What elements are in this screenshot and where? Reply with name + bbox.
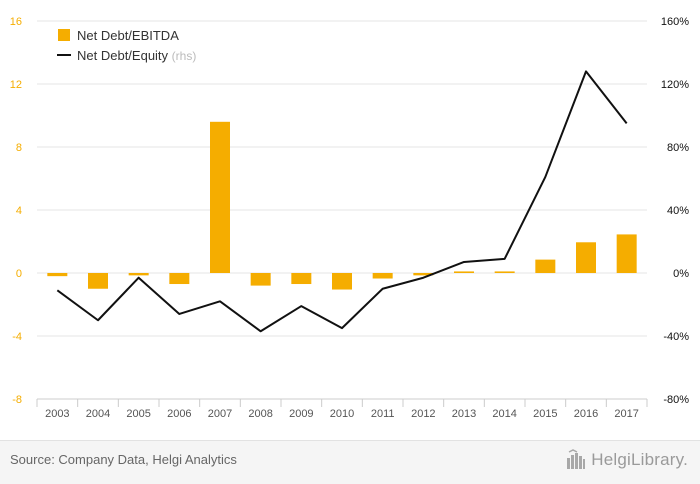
legend-swatch-bar bbox=[58, 29, 70, 41]
legend-rhs-suffix: (rhs) bbox=[172, 49, 197, 63]
line-series bbox=[57, 71, 626, 331]
bar-net-debt-ebitda bbox=[47, 273, 67, 276]
bar-net-debt-ebitda bbox=[373, 273, 393, 279]
brand-logo: HelgiLibrary. bbox=[565, 449, 688, 471]
x-tick-label: 2010 bbox=[330, 408, 354, 420]
axes: -8 -4 0 4 8 12 16 -80% -40% 0% 40% 80% 120% 160% 2003 2… bbox=[10, 16, 689, 420]
legend-label-bar: Net Debt/EBITDA bbox=[77, 28, 179, 43]
bar-net-debt-ebitda bbox=[210, 122, 230, 273]
library-icon bbox=[565, 449, 587, 471]
source-text: Source: Company Data, Helgi Analytics bbox=[10, 452, 237, 467]
bar-net-debt-ebitda bbox=[88, 273, 108, 289]
legend: Net Debt/EBITDA Net Debt/Equity (rhs) bbox=[57, 28, 196, 63]
bar-net-debt-ebitda bbox=[251, 273, 271, 286]
left-tick-label: 8 bbox=[16, 142, 22, 154]
right-tick-label: -80% bbox=[663, 394, 689, 406]
right-tick-label: 80% bbox=[667, 142, 689, 154]
x-tick-label: 2007 bbox=[208, 408, 232, 420]
left-tick-label: 12 bbox=[10, 79, 22, 91]
right-tick-label: -40% bbox=[663, 331, 689, 343]
left-tick-label: 16 bbox=[10, 16, 22, 28]
bar-net-debt-ebitda bbox=[454, 271, 474, 273]
x-tick-label: 2004 bbox=[86, 408, 110, 420]
x-tick-label: 2005 bbox=[126, 408, 150, 420]
bar-net-debt-ebitda bbox=[535, 260, 555, 273]
legend-label-line-name: Net Debt/Equity bbox=[77, 48, 169, 63]
x-tick-label: 2016 bbox=[574, 408, 598, 420]
x-tick-label: 2013 bbox=[452, 408, 476, 420]
bar-net-debt-ebitda bbox=[291, 273, 311, 284]
x-tick-label: 2008 bbox=[248, 408, 272, 420]
line-net-debt-equity bbox=[57, 71, 626, 331]
x-tick-label: 2015 bbox=[533, 408, 557, 420]
x-tick-label: 2011 bbox=[371, 408, 395, 420]
left-tick-label: -8 bbox=[12, 394, 22, 406]
left-tick-label: -4 bbox=[12, 331, 22, 343]
brand-name: HelgiLibrary. bbox=[591, 450, 688, 470]
bar-net-debt-ebitda bbox=[129, 273, 149, 275]
x-tick-label: 2003 bbox=[45, 408, 69, 420]
bar-net-debt-ebitda bbox=[576, 242, 596, 273]
right-tick-label: 120% bbox=[661, 79, 689, 91]
x-tick-label: 2009 bbox=[289, 408, 313, 420]
chart-svg: -8 -4 0 4 8 12 16 -80% -40% 0% 40% 80% 120% 160% 2003 2… bbox=[0, 0, 700, 440]
right-tick-label: 0% bbox=[673, 268, 689, 280]
x-tick-label: 2017 bbox=[614, 408, 638, 420]
bar-net-debt-ebitda bbox=[332, 273, 352, 290]
left-tick-label: 4 bbox=[16, 205, 22, 217]
legend-label-line: Net Debt/Equity (rhs) bbox=[77, 48, 196, 63]
right-tick-label: 40% bbox=[667, 205, 689, 217]
footer: Source: Company Data, Helgi Analytics He… bbox=[0, 440, 700, 484]
x-tick-label: 2006 bbox=[167, 408, 191, 420]
bar-net-debt-ebitda bbox=[617, 234, 637, 273]
right-tick-label: 160% bbox=[661, 16, 689, 28]
x-tick-label: 2014 bbox=[492, 408, 516, 420]
chart-area: -8 -4 0 4 8 12 16 -80% -40% 0% 40% 80% 120% 160% 2003 2… bbox=[0, 0, 700, 440]
left-tick-label: 0 bbox=[16, 268, 22, 280]
x-tick-label: 2012 bbox=[411, 408, 435, 420]
bar-net-debt-ebitda bbox=[169, 273, 189, 284]
bar-net-debt-ebitda bbox=[495, 271, 515, 273]
